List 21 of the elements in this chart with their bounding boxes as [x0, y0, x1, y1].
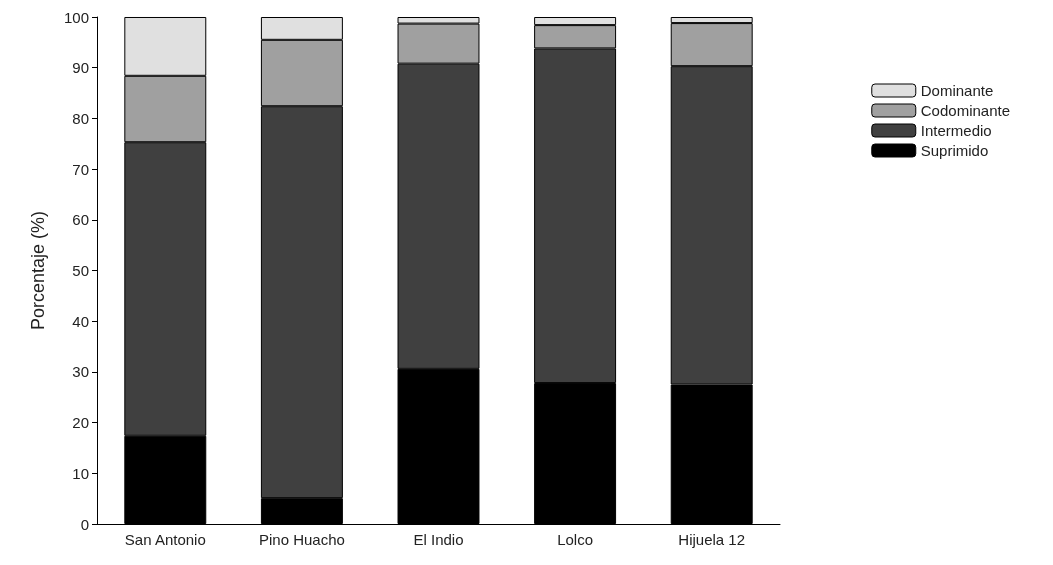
y-tick-label: 60: [72, 211, 89, 229]
y-tick-label: 10: [72, 464, 89, 482]
x-tick-label: San Antonio: [124, 531, 206, 548]
y-tick-label: 90: [72, 59, 89, 77]
y-axis-title: Porcentaje (%): [28, 210, 48, 331]
y-tick-label: 0: [80, 515, 89, 533]
y-tick-label: 100: [63, 8, 89, 26]
y-tick-label: 50: [72, 262, 89, 279]
y-tick-label: 20: [72, 414, 89, 432]
legend-label: Intermedio: [920, 122, 992, 139]
y-tick-label: 80: [72, 109, 89, 127]
x-tick-label: Hijuela 12: [678, 531, 746, 548]
legend-label: Suprimido: [920, 142, 989, 159]
y-tick-label: 30: [72, 363, 89, 381]
x-tick-label: El Indio: [413, 531, 464, 548]
y-tick-label: 70: [72, 160, 89, 178]
y-tick-label: 40: [72, 312, 89, 330]
x-tick-label: Lolco: [557, 531, 594, 548]
legend-label: Codominante: [920, 102, 1011, 119]
x-tick-label: Pino Huacho: [258, 531, 345, 548]
legend-label: Dominante: [920, 82, 994, 99]
